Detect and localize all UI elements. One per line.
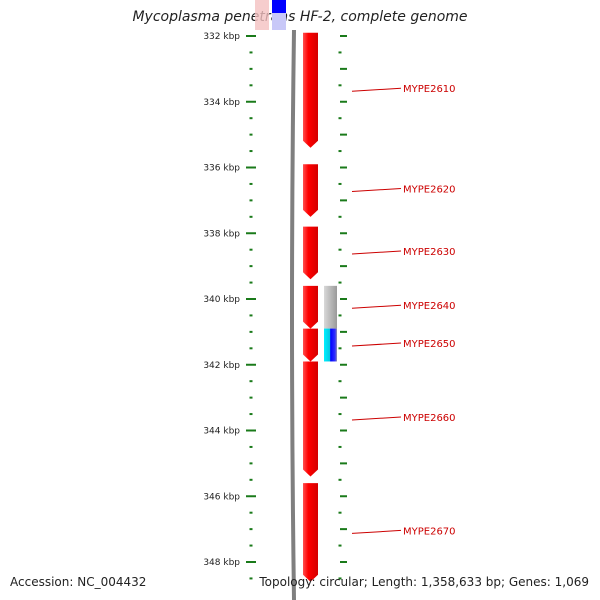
topology-stats-text: Topology: circular; Length: 1,358,633 bp… [259,575,589,589]
scale-label: 344 kbp [203,427,240,437]
leader-line [351,529,402,534]
scale-label: 338 kbp [203,229,240,239]
gene-label[interactable]: MYPE2630 [403,247,456,258]
gene-label[interactable]: MYPE2620 [403,185,456,196]
gene-track [303,32,318,582]
tick-marks-right [338,35,347,580]
leader-line [351,87,402,92]
leader-line [351,188,402,193]
rna-feature[interactable] [324,328,337,362]
gene-label[interactable]: MYPE2610 [403,84,456,95]
map-title: Mycoplasma penetrans HF-2, complete geno… [132,9,468,25]
feature-track [324,285,337,362]
gene-labels: MYPE2610 MYPE2620 MYPE2630 MYPE2640 MYPE2650… [403,84,456,537]
leader-line [351,250,402,255]
tick-marks-left [246,35,256,580]
gene-arrow[interactable] [303,164,318,217]
scale-label: 334 kbp [203,98,240,108]
scale-label: 340 kbp [203,295,240,305]
scale-labels: 332 kbp 334 kbp 336 kbp 338 kbp 340 kbp 342 k… [203,32,240,568]
scale-label: 336 kbp [203,164,240,174]
scale-label: 348 kbp [203,558,240,568]
scale-label: 346 kbp [203,492,240,502]
accession-text: Accession: NC_004432 [10,575,147,589]
other-feature[interactable] [324,285,337,329]
scale-label: 332 kbp [203,32,240,42]
gene-label[interactable]: MYPE2640 [403,301,456,312]
leader-line [351,342,402,347]
gene-arrow[interactable] [303,328,318,362]
gene-arrow[interactable] [303,32,318,148]
gene-arrow[interactable] [303,361,318,477]
genome-backbone [290,29,296,600]
top-partial-features [255,0,286,30]
gene-label[interactable]: MYPE2660 [403,413,456,424]
scale-label: 342 kbp [203,361,240,371]
gene-label[interactable]: MYPE2670 [403,526,456,537]
leader-line [351,304,402,309]
gene-arrow[interactable] [303,285,318,329]
leader-line [351,416,402,421]
gene-arrow[interactable] [303,226,318,280]
gene-arrow[interactable] [303,483,318,582]
gene-label-leaders [351,87,402,534]
gene-label[interactable]: MYPE2650 [403,339,456,350]
